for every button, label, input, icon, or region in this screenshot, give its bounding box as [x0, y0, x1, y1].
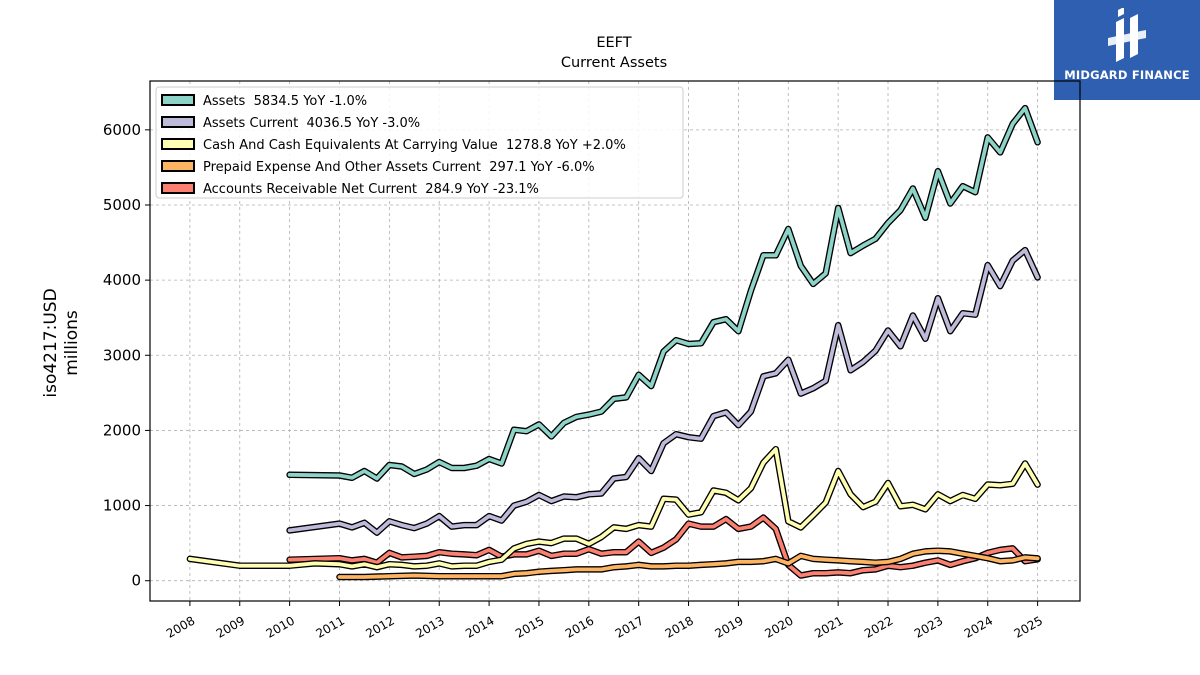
x-tick-label: 2016	[563, 613, 596, 640]
chart-title: EEFT	[596, 35, 631, 51]
legend-swatch	[161, 116, 195, 128]
series-stroke	[287, 106, 1040, 481]
x-tick-label: 2012	[363, 613, 396, 640]
legend-label: Accounts Receivable Net Current 284.9 Yo…	[203, 182, 539, 197]
y-axis-label-line-2: millions	[62, 310, 82, 376]
series-line	[286, 514, 1041, 579]
x-tick-label: 2021	[812, 613, 845, 640]
x-tick-label: 2017	[613, 613, 646, 640]
legend-swatch	[161, 94, 195, 106]
y-tick-label: 2000	[103, 421, 141, 439]
x-tick-label: 2014	[463, 613, 496, 640]
series-lines	[186, 104, 1041, 581]
legend-label: Prepaid Expense And Other Assets Current…	[203, 160, 595, 175]
x-tick-label: 2022	[862, 613, 895, 640]
legend-item: Assets 5834.5 YoY -1.0%	[161, 94, 367, 109]
x-tick-label: 2023	[912, 613, 945, 640]
x-tick-label: 2008	[164, 613, 197, 640]
series-stroke	[188, 447, 1040, 570]
legend-label: Assets Current 4036.5 YoY -3.0%	[203, 116, 420, 131]
y-tick-label: 3000	[103, 346, 141, 364]
x-tick-label: 2020	[762, 613, 795, 640]
x-tick-label: 2024	[962, 613, 995, 640]
legend-item: Assets Current 4036.5 YoY -3.0%	[161, 116, 420, 131]
series-line	[336, 547, 1041, 581]
series-line	[186, 445, 1041, 571]
series-line	[286, 246, 1041, 536]
legend: Assets 5834.5 YoY -1.0% Assets Current 40…	[155, 86, 684, 199]
legend-label: Assets 5834.5 YoY -1.0%	[203, 94, 367, 109]
legend-swatch	[161, 182, 195, 194]
x-tick-label: 2010	[264, 613, 297, 640]
x-tick-label: 2018	[663, 613, 696, 640]
y-tick-label: 1000	[103, 497, 141, 515]
legend-box	[155, 86, 684, 199]
x-tick-label: 2013	[413, 613, 446, 640]
legend-item: Prepaid Expense And Other Assets Current…	[161, 160, 595, 175]
legend-label: Cash And Cash Equivalents At Carrying Va…	[203, 138, 626, 153]
series-stroke	[287, 515, 1040, 578]
x-tick-label: 2025	[1012, 613, 1045, 640]
y-tick-label: 0	[131, 572, 141, 590]
legend-item: Cash And Cash Equivalents At Carrying Va…	[161, 138, 626, 153]
plot-frame	[149, 80, 1081, 602]
y-axis: 0 1000 2000 3000 4000 5000 6000	[103, 121, 150, 590]
x-axis: 2008 2009 2010 2011 2012 2013 2014 2015 2016 2017…	[164, 601, 1045, 641]
x-tick-label: 2011	[314, 613, 347, 640]
x-tick-label: 2019	[712, 613, 745, 640]
y-tick-label: 5000	[103, 196, 141, 214]
legend-item: Accounts Receivable Net Current 284.9 Yo…	[161, 182, 539, 197]
y-tick-label: 6000	[103, 121, 141, 139]
x-tick-label: 2009	[214, 613, 247, 640]
series-line	[286, 104, 1041, 482]
brand-logo: MIDGARD FINANCE	[1054, 0, 1200, 100]
y-axis-label: iso4217:USD millions	[41, 288, 82, 397]
series-outline	[286, 246, 1041, 536]
legend-swatch	[161, 138, 195, 150]
series-stroke	[337, 548, 1040, 579]
x-tick-label: 2015	[513, 613, 546, 640]
legend-swatch	[161, 160, 195, 172]
logo-mark-icon	[1108, 8, 1146, 62]
y-axis-label-line-1: iso4217:USD	[41, 288, 61, 397]
chart-subtitle: Current Assets	[561, 55, 667, 71]
logo-text: MIDGARD FINANCE	[1064, 68, 1190, 82]
series-stroke	[287, 248, 1040, 535]
y-tick-label: 4000	[103, 271, 141, 289]
